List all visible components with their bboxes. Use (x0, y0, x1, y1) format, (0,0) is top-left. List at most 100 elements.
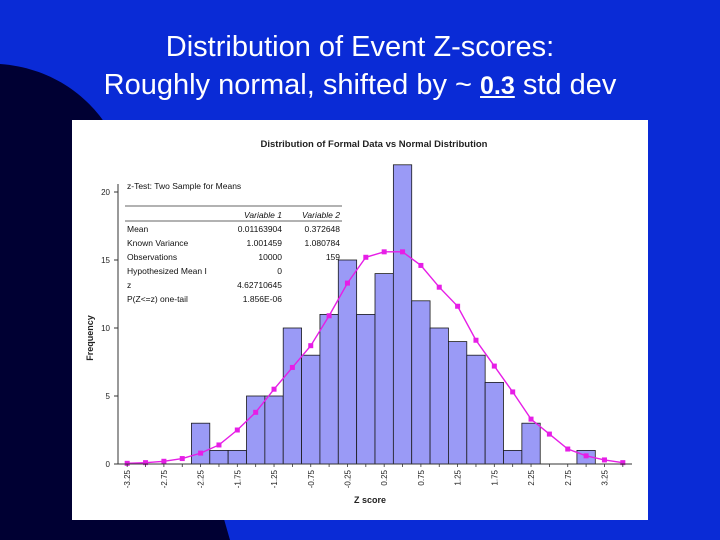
normal-curve-marker (565, 446, 571, 452)
x-tick-label: -1.75 (233, 469, 242, 488)
stats-table-cell: Hypothesized Mean I (127, 266, 207, 276)
stats-table-header: Variable 2 (302, 210, 340, 220)
normal-curve-marker (308, 343, 314, 349)
normal-curve-marker (436, 284, 442, 290)
histogram-bar (466, 354, 486, 465)
stats-table-cell: 1.080784 (305, 238, 341, 248)
histogram-bar (246, 395, 266, 465)
stats-table-title: z-Test: Two Sample for Means (127, 181, 241, 191)
stats-table: z-Test: Two Sample for Means Variable 1 Va… (125, 181, 342, 304)
stats-table-cell: 159 (326, 252, 340, 262)
chart-title: Distribution of Formal Data vs Normal Di… (261, 139, 488, 150)
slide-title: Distribution of Event Z-scores: Roughly … (0, 28, 720, 105)
normal-curve-marker (124, 460, 130, 466)
title-line-1: Distribution of Event Z-scores: (165, 31, 555, 63)
stats-table-header: Variable 1 (244, 210, 282, 220)
histogram-bar (319, 313, 339, 465)
bars-layer (191, 164, 596, 465)
normal-curve-marker (198, 450, 204, 456)
title-line-2-prefix: Roughly normal, shifted by ~ (103, 69, 481, 101)
normal-curve-marker (510, 389, 516, 395)
x-axis-label: Z score (354, 495, 386, 505)
y-tick-label: 0 (106, 460, 111, 469)
histogram-bar (392, 164, 413, 465)
histogram-bar (264, 395, 284, 465)
normal-curve-marker (326, 313, 332, 319)
chart-panel: Distribution of Formal Data vs Normal Di… (72, 120, 648, 520)
histogram-bar (521, 422, 541, 465)
normal-curve-marker (289, 364, 295, 370)
histogram-bar (191, 422, 211, 465)
x-tick-label: 1.75 (490, 469, 499, 485)
normal-curve-marker (161, 458, 167, 464)
title-line-2-suffix: std dev (514, 69, 617, 101)
normal-curve-marker (271, 386, 277, 392)
x-tick-label: 2.75 (564, 469, 573, 485)
title-line-2: Roughly normal, shifted by ~ 0.3 std dev (0, 66, 720, 105)
normal-curve-marker (583, 453, 589, 459)
histogram-bar (503, 449, 523, 465)
y-axis-label: Frequency (85, 315, 95, 361)
x-tick-label: -1.25 (270, 469, 279, 488)
stats-table-cell: 0.372648 (305, 224, 341, 234)
normal-curve-marker (216, 442, 222, 448)
x-tick-label: 3.25 (600, 469, 609, 485)
x-tick-label: -2.75 (160, 469, 169, 488)
normal-curve-marker (455, 303, 461, 309)
normal-curve-marker (344, 280, 350, 286)
stats-table-cell: Observations (127, 252, 177, 262)
normal-curve-layer (124, 249, 626, 466)
normal-curve-marker (234, 427, 240, 433)
stats-table-cell: 1.856E-06 (243, 294, 282, 304)
stats-table-cell: 0.01163904 (238, 224, 283, 234)
y-tick-label: 10 (101, 324, 110, 333)
stats-table-cell: 4.62710645 (237, 280, 282, 290)
normal-curve-marker (546, 431, 552, 437)
normal-curve-marker (620, 460, 626, 466)
stats-table-cell: 1.001459 (247, 238, 283, 248)
x-tick-label: 0.25 (380, 469, 389, 485)
histogram-bar (448, 341, 468, 465)
normal-curve-marker (143, 460, 149, 466)
histogram-bar (356, 313, 376, 465)
normal-curve-marker (381, 249, 387, 255)
histogram-bar (374, 273, 394, 465)
histogram-bar (411, 300, 431, 465)
stats-table-cell: 0 (277, 266, 282, 276)
y-tick-label: 15 (101, 256, 110, 265)
normal-curve-marker (473, 337, 479, 343)
histogram-bar (301, 354, 321, 465)
axes-layer: 0 5 10 15 20 -3.25 -2.75 -2.25 -1.75 -1.25 -0.75 -0… (101, 184, 632, 488)
normal-curve-marker (400, 249, 406, 255)
stats-table-cell: Known Variance (127, 238, 189, 248)
x-tick-label: 0.75 (417, 469, 426, 485)
y-tick-label: 5 (106, 392, 111, 401)
histogram-bar (484, 381, 504, 465)
x-tick-label: -0.25 (343, 469, 352, 488)
histogram-bar (337, 259, 358, 465)
stats-table-cell: z (127, 280, 131, 290)
normal-curve-marker (253, 409, 259, 415)
histogram-chart: Distribution of Formal Data vs Normal Di… (85, 139, 632, 505)
stats-table-cell: P(Z<=z) one-tail (127, 294, 188, 304)
x-tick-label: -2.25 (197, 469, 206, 488)
histogram-bar (429, 327, 449, 465)
x-tick-label: 2.25 (527, 469, 536, 485)
x-tick-label: 1.25 (454, 469, 463, 485)
x-tick-label: -0.75 (307, 469, 316, 488)
histogram-bar (282, 327, 302, 465)
histogram-bar (209, 449, 229, 465)
normal-curve-marker (418, 262, 424, 268)
stats-table-cell: Mean (127, 224, 149, 234)
x-tick-label: -3.25 (123, 469, 132, 488)
histogram-bar (227, 449, 247, 465)
normal-curve-line (127, 251, 623, 465)
normal-curve-marker (528, 416, 534, 422)
y-tick-label: 20 (101, 188, 110, 197)
title-highlight-value: 0.3 (480, 72, 515, 100)
stats-table-cell: 10000 (258, 252, 282, 262)
normal-curve-marker (179, 456, 185, 462)
normal-curve-marker (601, 457, 607, 463)
normal-curve-marker (491, 363, 497, 369)
normal-curve-marker (363, 254, 369, 260)
